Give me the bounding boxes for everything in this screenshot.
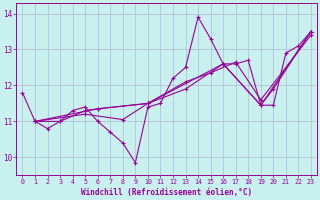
X-axis label: Windchill (Refroidissement éolien,°C): Windchill (Refroidissement éolien,°C) [81,188,252,197]
